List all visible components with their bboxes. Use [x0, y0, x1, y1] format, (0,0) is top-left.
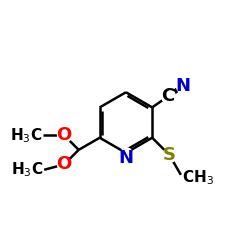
- Text: CH$_3$: CH$_3$: [182, 168, 214, 187]
- Text: C: C: [162, 87, 175, 105]
- Text: N: N: [176, 77, 190, 95]
- Text: H$_3$C: H$_3$C: [10, 126, 42, 145]
- Text: N: N: [118, 149, 134, 167]
- Text: O: O: [56, 156, 72, 174]
- Text: S: S: [163, 146, 176, 164]
- Text: O: O: [56, 126, 72, 144]
- Text: H$_3$C: H$_3$C: [10, 160, 43, 179]
